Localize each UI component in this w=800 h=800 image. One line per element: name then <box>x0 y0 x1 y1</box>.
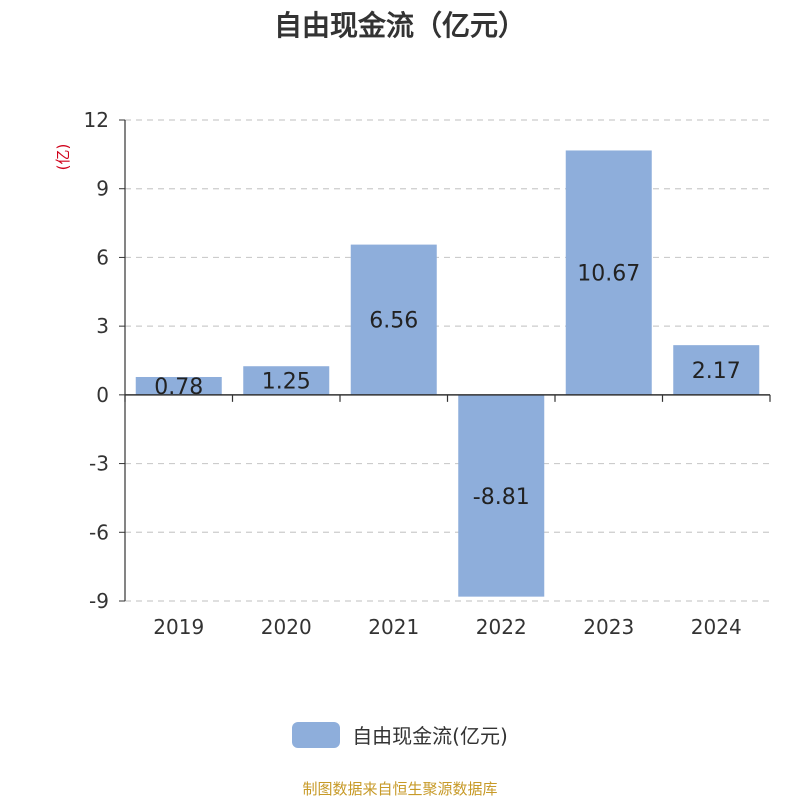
bar-2024[interactable] <box>673 345 760 395</box>
y-tick-label: -3 <box>89 452 109 476</box>
x-tick-label: 2022 <box>476 615 527 639</box>
y-tick-label: -9 <box>89 589 109 613</box>
data-labels: 0.78 1.25 6.56 -8.81 10.67 2.17 <box>154 262 740 510</box>
y-tick-label: 3 <box>96 314 109 338</box>
data-label: 1.25 <box>262 370 311 395</box>
legend-swatch[interactable] <box>292 721 341 748</box>
data-label: 10.67 <box>577 262 640 287</box>
bars <box>135 150 760 597</box>
x-tick-label: 2023 <box>583 615 634 639</box>
y-tick-label: 0 <box>96 383 109 407</box>
bar-2021[interactable] <box>350 244 437 395</box>
data-label: -8.81 <box>473 485 530 510</box>
x-tick-label: 2024 <box>691 615 742 639</box>
chart-title: 自由现金流（亿元） <box>273 9 526 42</box>
bar-2020[interactable] <box>243 366 330 395</box>
y-axis-label: (亿) <box>54 144 72 171</box>
gridlines <box>125 119 770 602</box>
bar-2019[interactable] <box>135 376 222 395</box>
bar-2023[interactable] <box>565 150 652 395</box>
x-tick-label: 2021 <box>368 615 419 639</box>
data-label: 0.78 <box>154 375 203 400</box>
bar-2022[interactable] <box>458 394 545 597</box>
y-tick-label: 12 <box>84 108 109 132</box>
x-tick-label: 2020 <box>261 615 312 639</box>
y-tick-label: -6 <box>89 520 109 544</box>
y-tick-label: 6 <box>96 245 109 269</box>
axes: 12 9 6 3 0 -3 -6 -9 2019 2020 2021 2022 2023 2024 <box>84 108 771 639</box>
legend: 自由现金流(亿元) <box>0 720 800 749</box>
legend-label[interactable]: 自由现金流(亿元) <box>352 724 508 748</box>
data-label: 2.17 <box>692 359 741 384</box>
source-note: 制图数据来自恒生聚源数据库 <box>302 780 498 798</box>
x-tick-label: 2019 <box>153 615 204 639</box>
y-tick-label: 9 <box>96 177 109 201</box>
data-label: 6.56 <box>369 309 418 334</box>
